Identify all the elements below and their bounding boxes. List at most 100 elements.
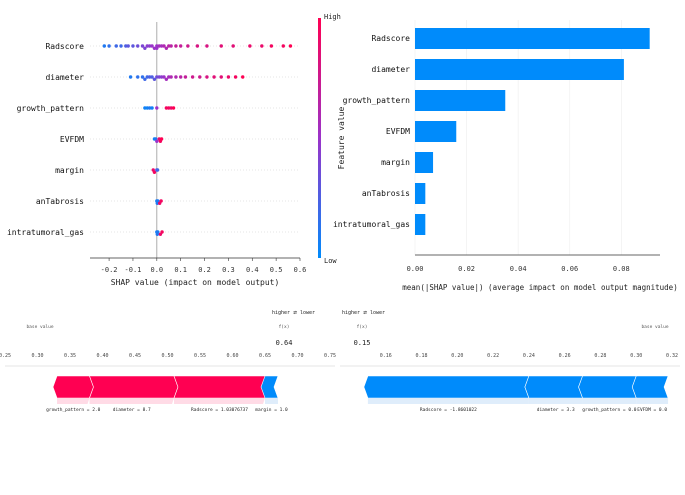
- force-tick-label: 0.16: [380, 353, 392, 359]
- bar-category-label: growth_pattern: [343, 96, 411, 105]
- force-tick-label: 0.30: [630, 353, 642, 359]
- shap-point: [167, 44, 171, 48]
- force-positive-label: Radscore = 1.03076737: [191, 407, 248, 413]
- shap-point: [145, 75, 149, 79]
- shap-point: [128, 75, 133, 79]
- shap-point: [198, 75, 202, 79]
- shap-point: [174, 44, 178, 48]
- feature-label: diameter: [45, 73, 84, 82]
- force-negative-segment: [524, 375, 583, 399]
- shap-point: [147, 44, 152, 48]
- force-tick-label: 0.32: [666, 353, 678, 359]
- force-right-fx-value: 0.15: [354, 339, 371, 347]
- x-tick-label: 0.3: [222, 266, 235, 274]
- bar-x-tick-label: 0.00: [407, 265, 424, 273]
- shap-point: [143, 46, 147, 50]
- shap-point: [136, 75, 140, 79]
- bar: [415, 152, 434, 173]
- shap-point: [147, 75, 152, 79]
- shap-point: [159, 44, 164, 48]
- bar-category-label: margin: [381, 158, 410, 167]
- bar-category-label: intratumoral_gas: [333, 220, 410, 229]
- force-positive-label: diameter = 8.7: [113, 407, 151, 413]
- bar-category-label: anTabrosis: [362, 189, 410, 198]
- shap-point: [147, 106, 152, 110]
- bar-x-tick-label: 0.02: [458, 265, 475, 273]
- force-negative-label: growth_pattern = 0.0: [582, 407, 636, 413]
- shap-point: [169, 44, 173, 48]
- shap-point: [156, 199, 160, 203]
- bar: [415, 121, 457, 142]
- force-negative-label-bg: [367, 398, 529, 404]
- feature-label: growth_pattern: [17, 104, 85, 113]
- force-tick-label: 0.35: [64, 353, 76, 359]
- force-tick-label: 0.40: [96, 353, 108, 359]
- force-negative-label-bg: [582, 398, 637, 404]
- x-tick-label: 0.1: [174, 266, 187, 274]
- x-tick-label: -0.1: [125, 266, 142, 274]
- force-positive-segment: [89, 375, 179, 399]
- shap-point: [155, 106, 159, 110]
- shap-point: [248, 44, 252, 48]
- bar-category-label: diameter: [371, 65, 410, 74]
- force-positive-segment: [52, 375, 94, 399]
- shap-point: [159, 199, 163, 203]
- force-tick-label: 0.24: [523, 353, 535, 359]
- force-positive-label: growth_pattern = 2.0: [46, 407, 100, 413]
- shap-point: [150, 75, 154, 79]
- force-right-base-label: base value: [641, 324, 668, 330]
- force-left-fx-value: 0.64: [276, 339, 293, 347]
- force-tick-label: 0.30: [31, 353, 43, 359]
- colorbar: [318, 18, 321, 258]
- force-negative-label: margin = 1.0: [255, 407, 288, 413]
- shap-point: [150, 106, 154, 110]
- bar-category-label: Radscore: [371, 34, 410, 43]
- force-negative-segment: [260, 375, 279, 399]
- shap-point: [178, 75, 183, 79]
- force-negative-label-bg: [636, 398, 669, 404]
- force-negative-segment: [631, 375, 669, 399]
- shap-point: [169, 106, 173, 110]
- force-right-fx-label: f(x): [357, 324, 368, 330]
- bar-x-tick-label: 0.04: [510, 265, 527, 273]
- beeswarm-plot: -0.2 -0.1 0.0 0.1 0.2 0.3 0.4 0.5 0.6 Radscore di…: [7, 13, 346, 287]
- shap-point: [152, 46, 157, 50]
- shap-point: [171, 106, 176, 110]
- shap-point: [155, 46, 159, 50]
- shap-point: [155, 139, 159, 143]
- shap-point: [156, 230, 160, 234]
- shap-point: [219, 44, 223, 48]
- force-right-higher-label: higher: [342, 310, 360, 316]
- shap-point: [212, 75, 216, 79]
- force-right-arrows: ⇄: [363, 309, 367, 316]
- force-negative-label: diameter = 3.3: [537, 407, 575, 413]
- bar-category-label: EVFDM: [386, 127, 410, 136]
- x-tick-label: 0.0: [150, 266, 163, 274]
- feature-label: anTabrosis: [36, 197, 84, 206]
- force-negative-segment: [578, 375, 637, 399]
- shap-point: [107, 44, 111, 48]
- bar-x-tick-label: 0.06: [561, 265, 578, 273]
- shap-point: [155, 75, 159, 79]
- shap-point: [164, 77, 169, 82]
- bar-x-tick-label: 0.08: [613, 265, 630, 273]
- shap-point: [183, 75, 188, 79]
- force-negative-label-bg: [528, 398, 583, 404]
- shap-point: [145, 44, 149, 48]
- bar-x-axis-label: mean(|SHAP value|) (average impact on mo…: [402, 283, 677, 292]
- shap-point: [157, 44, 161, 48]
- shap-point: [241, 75, 245, 79]
- shap-point: [140, 75, 145, 79]
- x-axis-label: SHAP value (impact on model output): [111, 278, 280, 287]
- x-tick-label: 0.6: [294, 266, 307, 274]
- force-left-fx-label: f(x): [279, 324, 290, 330]
- shap-point: [136, 44, 140, 48]
- shap-point: [190, 75, 195, 79]
- colorbar-title: Feature value: [337, 107, 346, 170]
- force-right-lower-label: lower: [370, 310, 385, 316]
- force-tick-label: 0.65: [259, 353, 271, 359]
- force-left-lower-label: lower: [300, 310, 315, 316]
- x-tick-label: 0.5: [270, 266, 283, 274]
- feature-label: EVFDM: [60, 135, 84, 144]
- shap-point: [126, 44, 130, 48]
